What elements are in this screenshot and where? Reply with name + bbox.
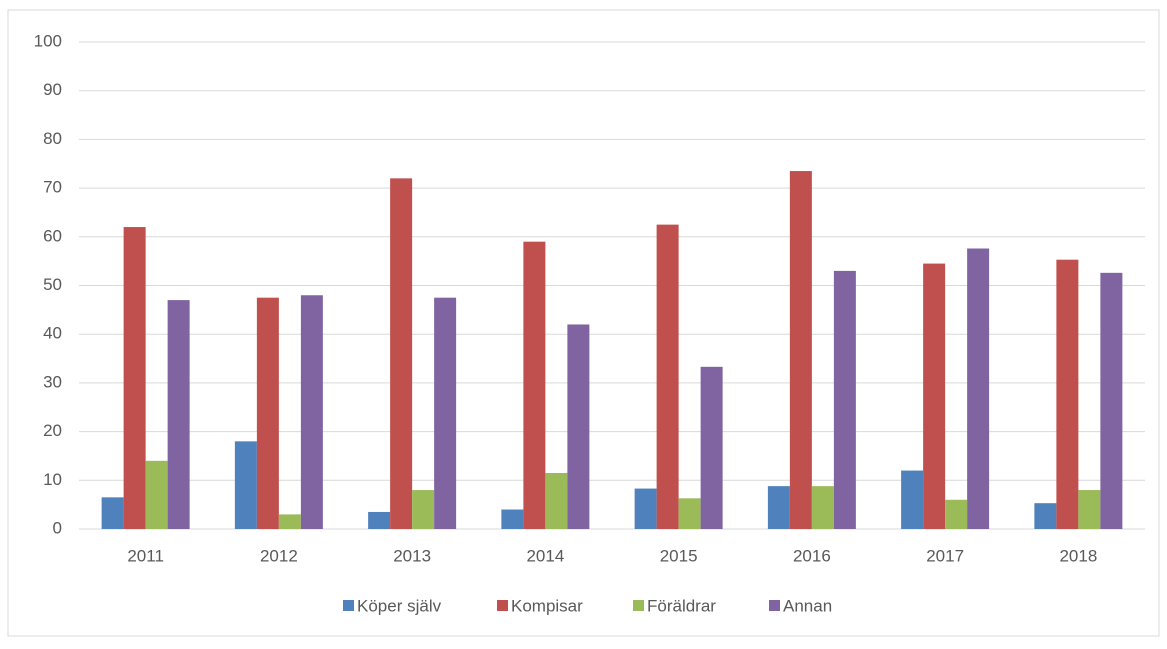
x-tick-label: 2015 [660,546,698,565]
legend-swatch [633,600,644,611]
y-tick-label: 60 [43,226,62,245]
bar [145,460,168,529]
legend-label: Kompisar [511,596,583,615]
bar [390,178,413,530]
bar [656,224,679,529]
y-tick-label: 100 [34,31,62,50]
bar [167,300,190,529]
legend-swatch [343,600,354,611]
legend-swatch [497,600,508,611]
bar [412,490,435,529]
y-tick-label: 20 [43,421,62,440]
bar [945,499,968,529]
y-tick-label: 30 [43,372,62,391]
bar [501,509,524,529]
y-tick-label: 80 [43,129,62,148]
bar [789,171,812,529]
bar [901,470,924,529]
x-tick-label: 2017 [926,546,964,565]
bar [1100,272,1123,529]
bar [234,441,257,529]
y-tick-label: 50 [43,275,62,294]
y-tick-label: 70 [43,178,62,197]
bar [678,498,701,529]
bar [256,297,279,529]
bar [967,248,990,529]
x-tick-label: 2013 [393,546,431,565]
bar [1078,490,1101,529]
x-tick-label: 2011 [127,546,164,565]
bar [368,511,391,529]
bar [767,486,790,529]
legend-label: Föräldrar [647,596,716,615]
bar [700,366,723,529]
bar [1034,503,1057,529]
x-tick-label: 2018 [1059,546,1097,565]
bar [923,263,946,529]
bar [567,324,590,529]
legend-label: Köper själv [357,596,442,615]
bar [523,241,546,530]
bar [123,227,146,529]
y-tick-label: 90 [43,80,62,99]
legend-swatch [769,600,780,611]
y-tick-label: 10 [43,470,62,489]
x-tick-label: 2012 [260,546,298,565]
y-tick-label: 40 [43,324,62,343]
bar [101,497,124,529]
x-tick-label: 2014 [526,546,564,565]
x-tick-label: 2016 [793,546,831,565]
y-tick-label: 0 [53,518,62,537]
bar [1056,259,1079,529]
bar [634,488,657,529]
bar [278,514,301,529]
bar [833,270,856,529]
bar [811,486,834,529]
bar [545,472,568,529]
bar [300,295,323,529]
bar [434,297,457,529]
legend-label: Annan [783,596,832,615]
